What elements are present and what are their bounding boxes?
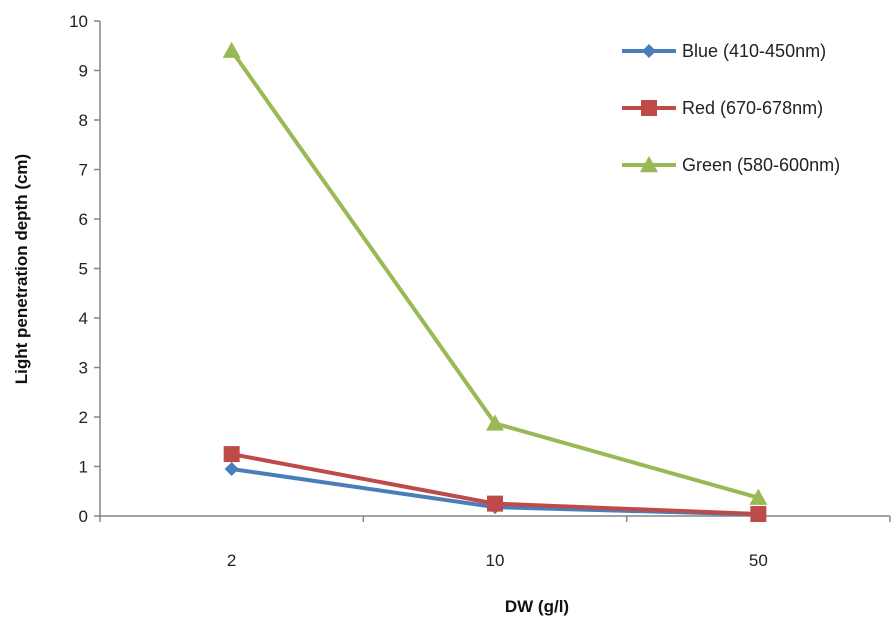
y-tick-label: 9	[79, 62, 88, 81]
data-point-square	[223, 446, 240, 463]
y-tick-label: 0	[79, 507, 88, 526]
y-ticks: 0 1 2 3 4 5 6 7 8 9 10	[69, 12, 100, 526]
data-point-triangle	[749, 488, 768, 505]
x-tick-label: 2	[227, 551, 236, 570]
data-point-triangle	[222, 41, 241, 58]
legend-marker-diamond	[642, 44, 656, 58]
data-point-square	[487, 495, 503, 512]
x-axis-title: DW (g/l)	[505, 597, 569, 616]
legend-marker-triangle	[640, 156, 658, 173]
legend-entry-label: Red (670-678nm)	[682, 98, 823, 118]
axes	[99, 21, 890, 517]
legend-marker-square	[641, 100, 657, 116]
y-tick-label: 4	[79, 309, 88, 328]
y-tick-label: 5	[79, 260, 88, 279]
y-axis-title: Light penetration depth (cm)	[12, 154, 31, 384]
y-tick-label: 2	[79, 408, 88, 427]
series-line-triangle	[230, 49, 759, 500]
series-lines	[230, 49, 759, 517]
legend-entry-label: Green (580-600nm)	[682, 155, 840, 175]
y-tick-label: 1	[79, 458, 88, 477]
x-tick-label: 10	[486, 551, 505, 570]
y-tick-label: 7	[79, 161, 88, 180]
legend: Blue (410-450nm) Red (670-678nm) Green (58…	[622, 41, 840, 175]
data-point-square	[750, 506, 767, 523]
data-point-triangle	[486, 414, 504, 431]
x-ticks: 2 10 50	[99, 516, 891, 570]
y-tick-label: 3	[79, 359, 88, 378]
y-tick-label: 6	[79, 210, 88, 229]
series-markers	[222, 41, 768, 523]
y-tick-label: 10	[69, 12, 88, 31]
x-tick-label: 50	[749, 551, 768, 570]
legend-entry-label: Blue (410-450nm)	[682, 41, 826, 61]
y-tick-label: 8	[79, 111, 88, 130]
data-point-diamond	[224, 461, 239, 476]
